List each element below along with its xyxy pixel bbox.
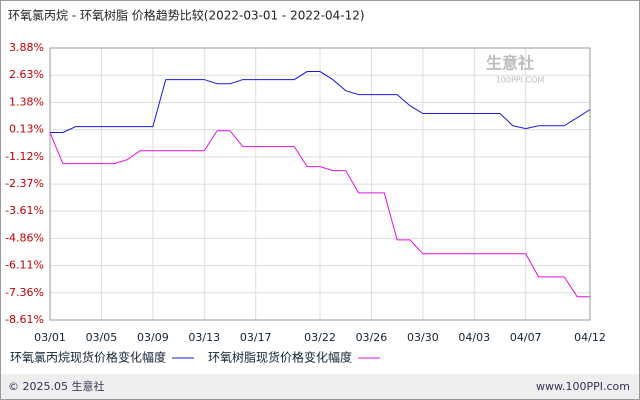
x-tick-label: 03/17 [240,331,272,344]
x-tick-label: 03/30 [407,331,439,344]
y-tick-label: -7.36% [5,286,44,299]
footer-band [1,374,639,399]
watermark: 生意社 [486,54,534,73]
line [50,71,591,133]
x-tick-label: 04/12 [574,331,606,344]
x-tick-label: 03/05 [86,331,118,344]
y-tick-label: -1.12% [5,150,44,163]
plot-border [49,47,591,321]
x-tick-label: 04/07 [510,331,542,344]
y-tick-label: -2.37% [5,177,44,190]
x-tick-label: 04/03 [458,331,490,344]
line [49,130,590,298]
y-tick-label: -3.61% [5,204,44,217]
footer-right: www.100PPI.com [536,380,630,393]
legend-label: 环氧树脂现货价格变化幅度 [208,350,352,365]
y-tick-label: 0.13% [9,123,44,136]
x-tick-label: 03/01 [34,331,66,344]
y-tick-label: 1.38% [9,95,44,108]
footer-left: © 2025.05 生意社 [8,379,104,393]
y-tick-label: -8.61% [5,313,44,326]
y-tick-label: -6.11% [5,259,44,272]
x-tick-label: 03/26 [356,331,388,344]
y-tick-label: 3.88% [9,41,44,54]
y-tick-label: -4.86% [5,231,44,244]
x-tick-label: 03/22 [304,331,336,344]
y-tick-label: 2.63% [9,68,44,81]
legend-label: 环氧氯丙烷现货价格变化幅度 [10,350,166,365]
watermark-url: 100PPI.COM [496,76,545,85]
x-tick-label: 03/13 [188,331,220,344]
x-tick-label: 03/09 [137,331,169,344]
chart-title: 环氧氯丙烷 - 环氧树脂 价格趋势比较(2022-03-01 - 2022-04… [8,8,365,23]
